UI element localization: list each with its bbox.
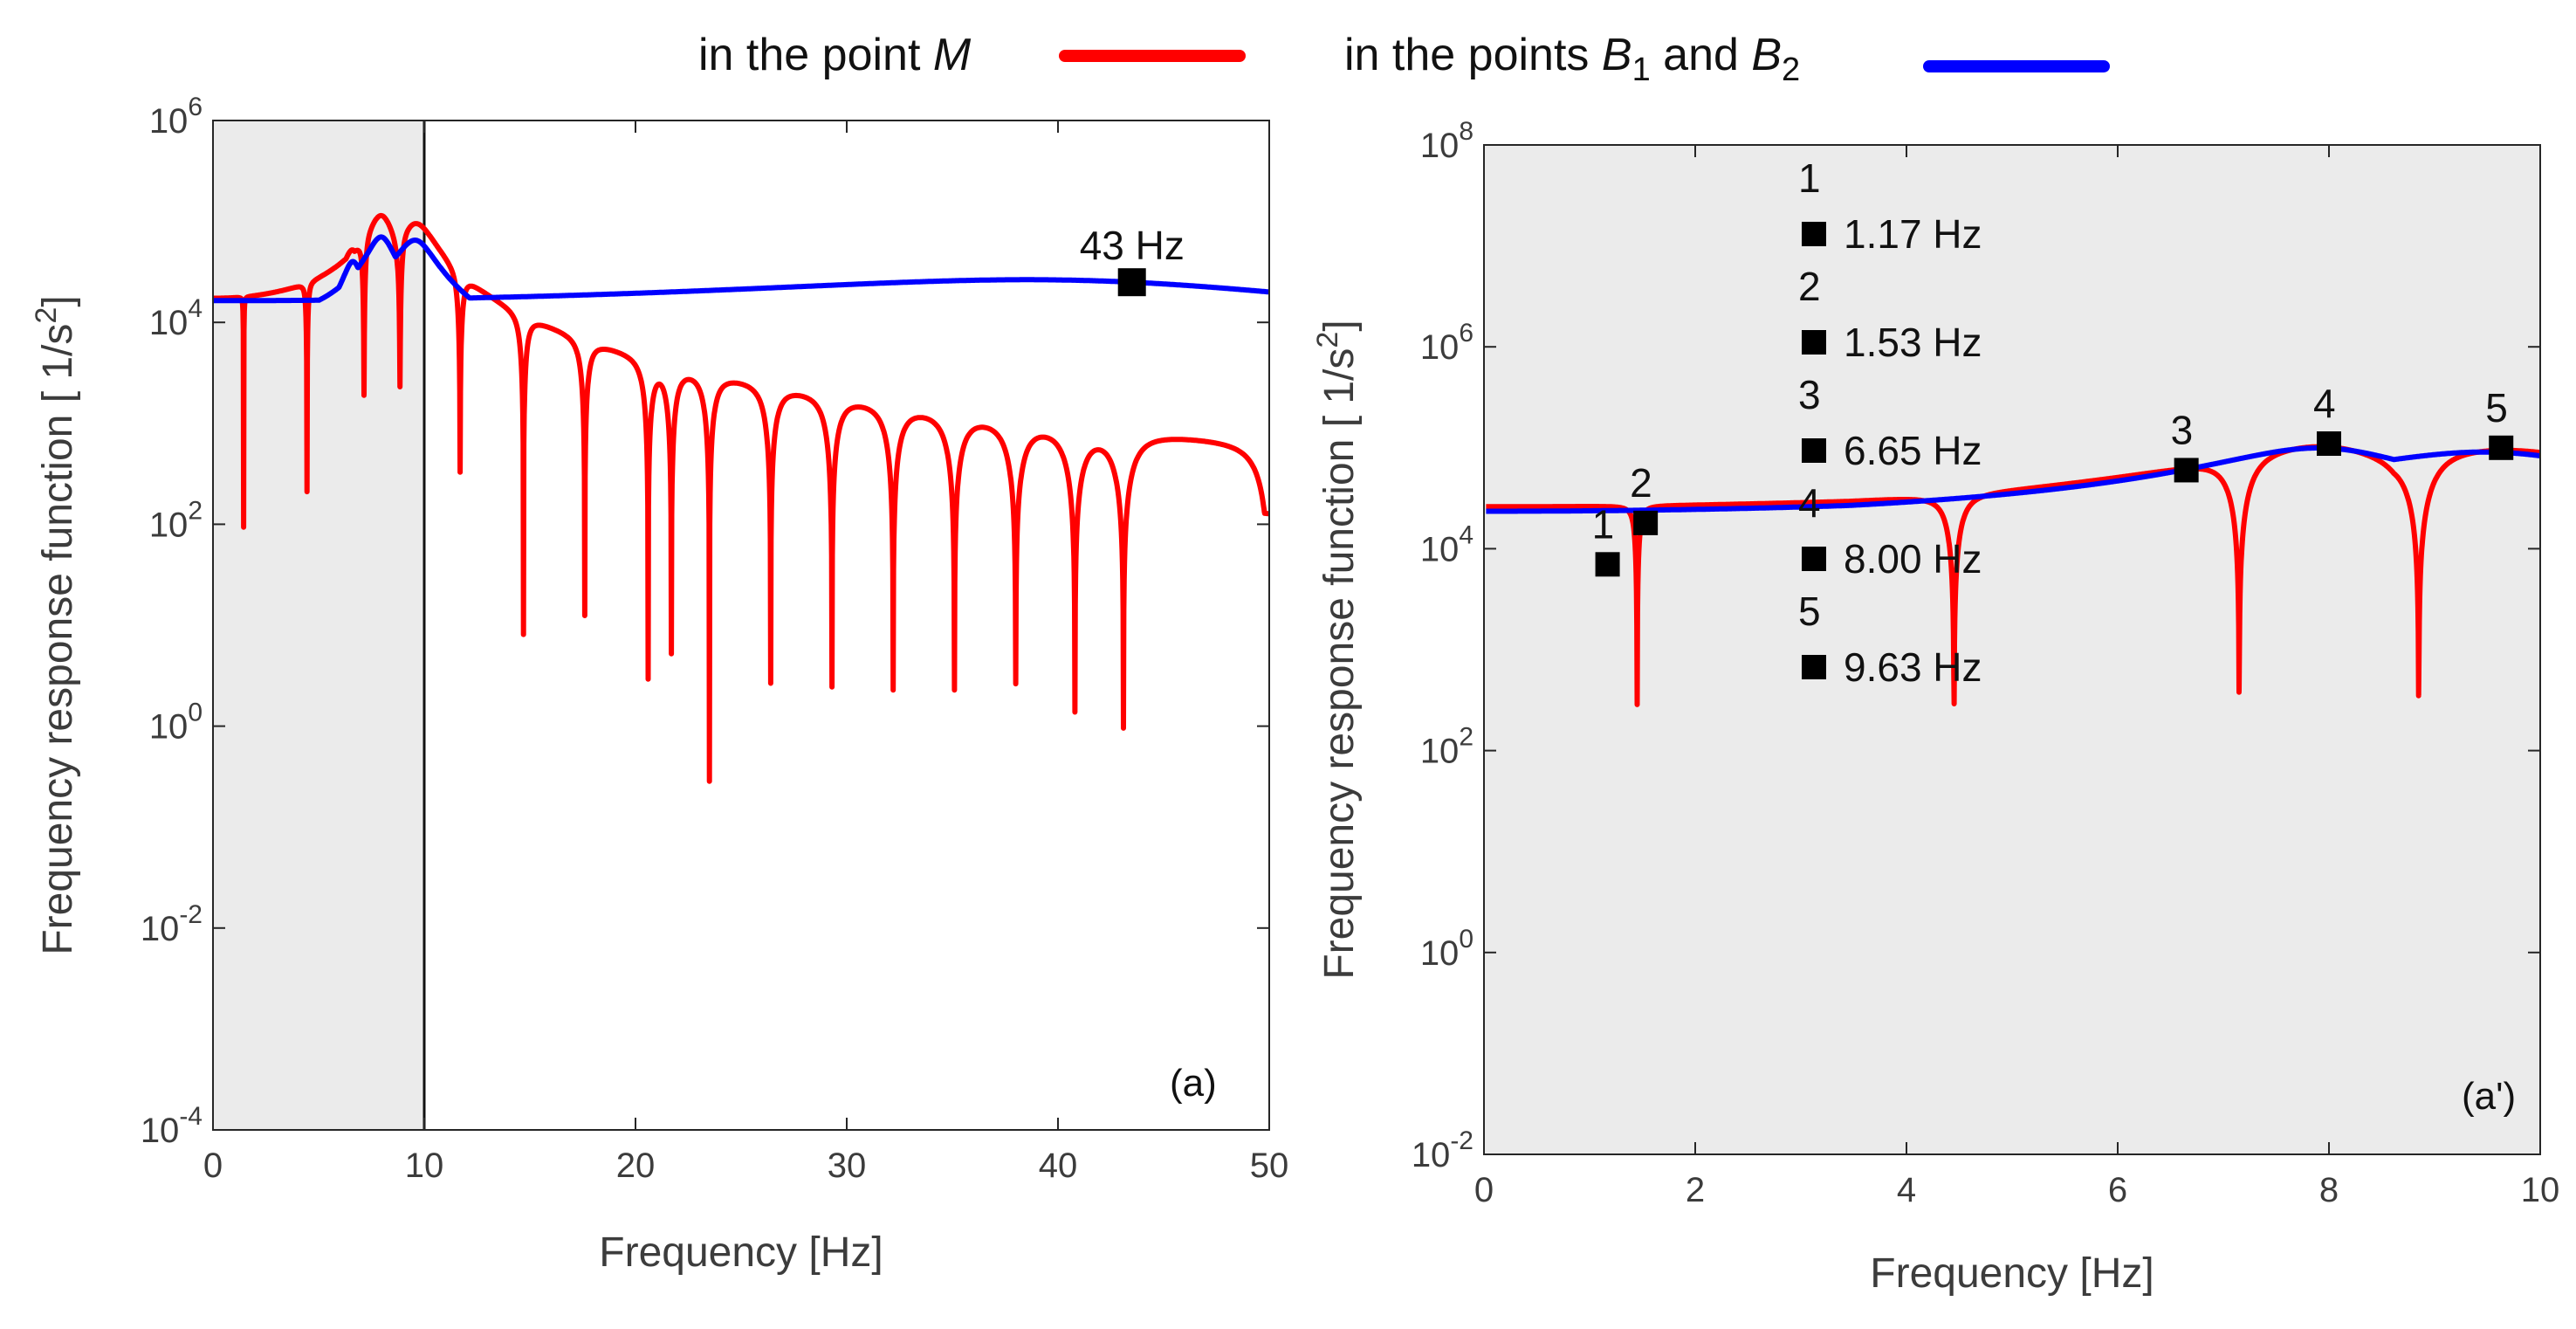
chart-a-xlabel: Frequency [Hz] bbox=[599, 1229, 883, 1276]
chart-a-xtick-label: 50 bbox=[1250, 1147, 1289, 1185]
chart-a-series-b bbox=[210, 234, 1272, 304]
chart-b-list-number: 5 bbox=[1798, 589, 1821, 634]
chart-a-ytick-label: 10-4 bbox=[141, 1102, 203, 1150]
chart-a-series-m bbox=[210, 212, 1272, 784]
chart-a-xtick-label: 10 bbox=[405, 1147, 444, 1185]
chart-b-list-number: 3 bbox=[1798, 372, 1821, 417]
chart-a-ytick-label: 100 bbox=[149, 699, 203, 747]
chart-b-ytick-label: 100 bbox=[1420, 925, 1473, 973]
chart-a-ytick-label: 102 bbox=[149, 496, 203, 544]
chart-b-xtick-label: 2 bbox=[1686, 1171, 1705, 1209]
chart-b-mode-marker bbox=[1595, 552, 1620, 577]
chart-b-mode-number: 1 bbox=[1592, 501, 1615, 547]
chart-b-xtick-label: 10 bbox=[2521, 1171, 2560, 1209]
chart-b-list-marker bbox=[1802, 655, 1826, 679]
chart-b-list-marker bbox=[1802, 547, 1826, 571]
chart-b-mode-number: 5 bbox=[2485, 385, 2508, 430]
chart-a: 0 10 20 30 40 50 10-4 10-2 100 102 104 106 43 Hz (a… bbox=[30, 93, 1288, 1276]
chart-b-ticks: 0 2 4 6 8 10 10-2 100 102 104 106 108 bbox=[1412, 117, 2559, 1209]
chart-a-series bbox=[210, 212, 1272, 784]
chart-b-series bbox=[1483, 444, 2543, 707]
chart-a-ylabel: Frequency response function [ 1/s2] bbox=[30, 295, 81, 954]
chart-b-list-number: 2 bbox=[1798, 264, 1821, 309]
chart-a-shaded-region bbox=[213, 121, 424, 1130]
chart-a-peak-label: 43 Hz bbox=[1080, 223, 1185, 268]
chart-a-xtick-label: 0 bbox=[203, 1147, 223, 1185]
chart-b-markers: 12 3 4 5 bbox=[1592, 381, 2514, 577]
chart-b-xtick-label: 4 bbox=[1897, 1171, 1916, 1209]
chart-a-ytick-label: 106 bbox=[149, 93, 203, 141]
chart-b-xtick-label: 8 bbox=[2319, 1171, 2339, 1209]
chart-b-mode-marker bbox=[2317, 431, 2341, 457]
chart-b-list-number: 4 bbox=[1798, 480, 1821, 526]
chart-a-panel-tag: (a) bbox=[1170, 1062, 1217, 1105]
chart-b-mode-number: 3 bbox=[2171, 407, 2194, 452]
chart-b-ytick-label: 10-2 bbox=[1412, 1126, 1473, 1174]
legend: in the point M in the points B1 and B2 bbox=[698, 30, 2110, 88]
chart-b-list-marker bbox=[1802, 330, 1826, 355]
chart-a-xtick-label: 40 bbox=[1039, 1147, 1078, 1185]
chart-b-panel-tag: (a') bbox=[2462, 1075, 2516, 1118]
chart-a-peak-marker bbox=[1117, 268, 1146, 297]
chart-a-ytick-label: 104 bbox=[149, 294, 203, 342]
chart-b-mode-list: 1 1.17 Hz 2 1.53 Hz 3 6.65 Hz 4 8.00 Hz 5 9.63 Hz bbox=[1798, 155, 1982, 690]
chart-a-ticks: 0 10 20 30 40 50 10-4 10-2 100 102 104 106 bbox=[141, 93, 1288, 1185]
chart-b-ytick-label: 106 bbox=[1420, 319, 1473, 367]
chart-b-plot-area bbox=[1484, 145, 2540, 1154]
chart-a-xtick-label: 20 bbox=[616, 1147, 656, 1185]
chart-a-xtick-label: 30 bbox=[828, 1147, 867, 1185]
chart-b-ytick-label: 102 bbox=[1420, 723, 1473, 771]
chart-b-list-marker bbox=[1802, 438, 1826, 463]
chart-b-list-label: 8.00 Hz bbox=[1844, 536, 1982, 582]
chart-b-ytick-label: 108 bbox=[1420, 117, 1473, 165]
chart-b-ylabel: Frequency response function [ 1/s2] bbox=[1311, 320, 1363, 979]
chart-b-series-b bbox=[1483, 445, 2543, 514]
chart-b-list-label: 1.53 Hz bbox=[1844, 320, 1982, 365]
chart-a-frame bbox=[212, 120, 1270, 1131]
chart-b-ytick-label: 104 bbox=[1420, 520, 1473, 568]
legend-label-m: in the point M bbox=[698, 30, 972, 80]
chart-a-annotations: 43 Hz bbox=[1080, 223, 1185, 297]
chart-b-frame bbox=[1483, 144, 2541, 1155]
chart-b-mode-marker bbox=[2489, 435, 2514, 460]
chart-b-mode-number: 2 bbox=[1630, 460, 1652, 506]
chart-b-list-number: 1 bbox=[1798, 155, 1821, 201]
chart-a-ytick-label: 10-2 bbox=[141, 900, 203, 948]
chart-b-list-marker bbox=[1802, 222, 1826, 246]
chart-b-xtick-label: 6 bbox=[2108, 1171, 2127, 1209]
chart-b-mode-marker bbox=[2174, 458, 2199, 483]
legend-label-b: in the points B1 and B2 bbox=[1344, 30, 1800, 88]
chart-b-list-label: 1.17 Hz bbox=[1844, 211, 1982, 257]
chart-b-xtick-label: 0 bbox=[1474, 1171, 1494, 1209]
chart-b-mode-number: 4 bbox=[2313, 381, 2336, 426]
chart-b-mode-marker bbox=[1633, 510, 1659, 535]
chart-b-list-label: 6.65 Hz bbox=[1844, 428, 1982, 473]
chart-b-list-label: 9.63 Hz bbox=[1844, 644, 1982, 690]
chart-b-xlabel: Frequency [Hz] bbox=[1870, 1250, 2154, 1297]
